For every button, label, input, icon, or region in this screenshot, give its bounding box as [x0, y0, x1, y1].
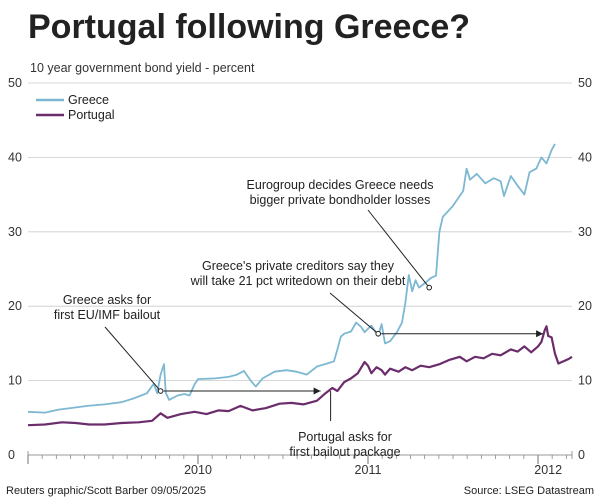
- chart-subtitle: 10 year government bond yield - percent: [30, 61, 255, 75]
- annotation-greece-to-portugal-arrow-head: [313, 387, 321, 395]
- annotation-greece-bailout-dot: [157, 388, 164, 394]
- x-tick-label-2011: 2011: [355, 463, 382, 477]
- annotation-portugal-bailout-line-2: first bailout package: [289, 445, 400, 459]
- annotation-private-creditors-leader: [329, 292, 379, 335]
- y-tick-label-right-40: 40: [578, 150, 592, 164]
- annotation-eurogroup-line-1: Eurogroup decides Greece needs: [247, 178, 434, 192]
- series-lines: [27, 143, 573, 427]
- annotation-greece-bailout-line-2: first EU/IMF bailout: [54, 308, 161, 322]
- y-tick-label-right-10: 10: [578, 374, 592, 388]
- annotation-private-creditors-line-1: Greece's private creditors say they: [202, 259, 395, 273]
- annotation-eurogroup-leader: [367, 209, 430, 288]
- annotation-greece-bailout-leader: [104, 326, 161, 392]
- annotation-eurogroup-dot: [426, 284, 433, 291]
- x-tick-label-2012: 2012: [534, 463, 562, 477]
- y-tick-label-right-30: 30: [578, 225, 592, 239]
- y-tick-label-left-10: 10: [8, 374, 22, 388]
- credit-text: Reuters graphic/Scott Barber 09/05/2025: [6, 485, 206, 497]
- y-tick-label-right-0: 0: [578, 448, 585, 462]
- y-tick-label-left-30: 30: [8, 225, 22, 239]
- y-tick-label-left-50: 50: [8, 76, 22, 90]
- y-axis-ticks: 0 0 10 10 20 20 30 30 40 40 50 50: [8, 76, 592, 462]
- x-tick-label-2010: 2010: [184, 463, 212, 477]
- annotation-private-creditors-dot: [375, 330, 382, 337]
- y-tick-label-left-20: 20: [8, 299, 22, 313]
- annotation-portugal-bailout-line-1: Portugal asks for: [298, 430, 392, 444]
- annotation-private-creditors-line-2: will take 21 pct writedown on their debt: [190, 274, 406, 288]
- gridlines: [28, 82, 572, 382]
- chart-title: Portugal following Greece?: [28, 8, 470, 46]
- y-tick-label-left-0: 0: [8, 448, 15, 462]
- annotation-eurogroup-line-2: bigger private bondholder losses: [250, 193, 431, 207]
- source-text: Source: LSEG Datastream: [464, 485, 594, 497]
- legend-label-greece: Greece: [68, 93, 109, 107]
- series-line-portugal: [27, 325, 573, 427]
- series-line-greece: [27, 143, 556, 414]
- y-tick-label-right-50: 50: [578, 76, 592, 90]
- annotation-greece-bailout-line-1: Greece asks for: [63, 293, 151, 307]
- y-tick-label-right-20: 20: [578, 299, 592, 313]
- x-axis: 2010 2011 2012: [27, 451, 573, 477]
- annotation-creditors-to-portugal-arrow-head: [536, 330, 544, 338]
- legend-label-portugal: Portugal: [68, 108, 115, 122]
- y-tick-label-left-40: 40: [8, 150, 22, 164]
